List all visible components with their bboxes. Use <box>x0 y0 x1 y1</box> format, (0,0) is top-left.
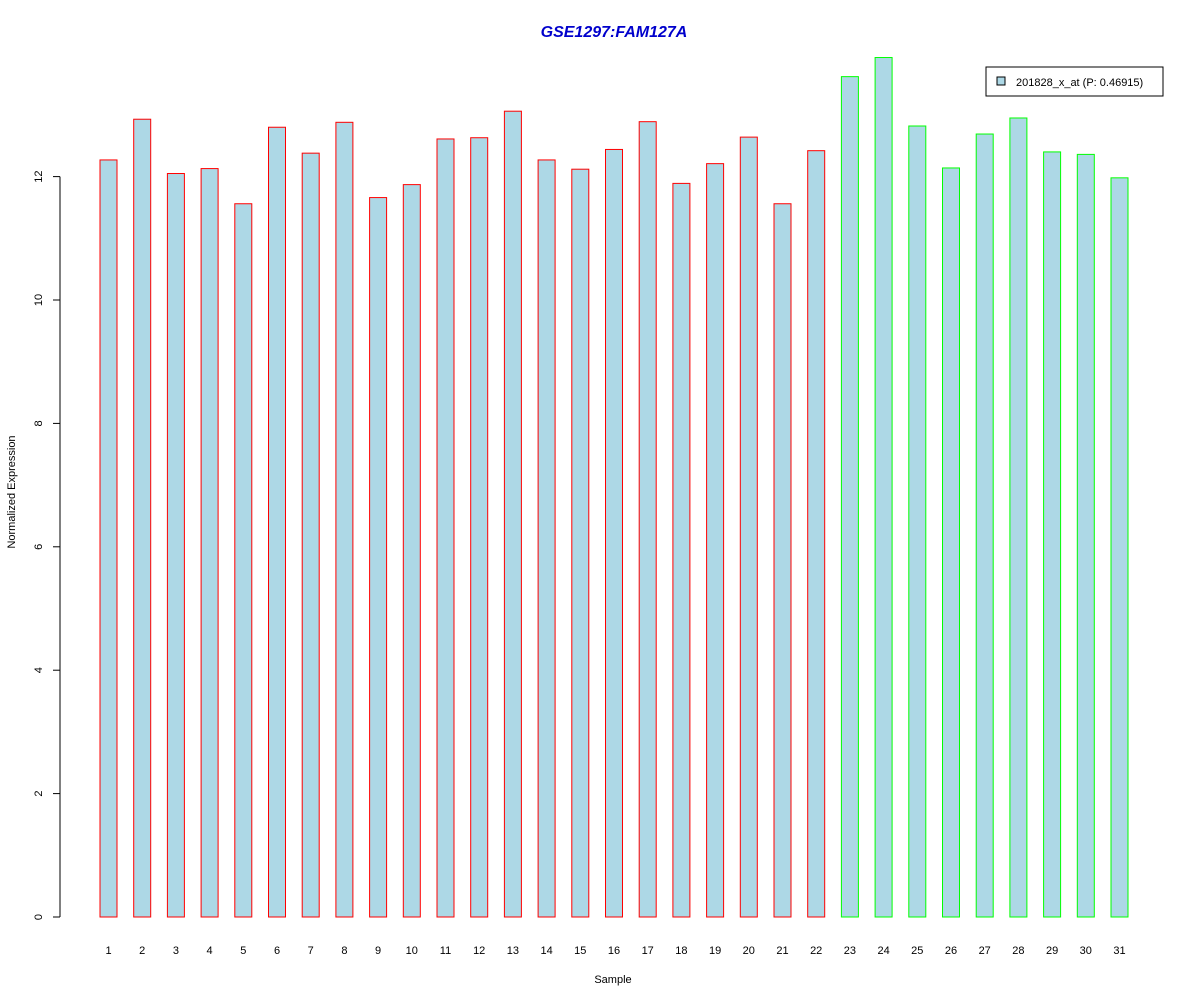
x-tick-label: 19 <box>709 945 721 957</box>
y-tick-label: 0 <box>33 914 45 920</box>
x-tick-label: 28 <box>1012 945 1024 957</box>
x-tick-label: 25 <box>911 945 923 957</box>
x-tick-label: 10 <box>406 945 418 957</box>
y-axis-label: Normalized Expression <box>6 435 18 548</box>
legend: 201828_x_at (P: 0.46915) <box>985 66 1164 97</box>
bar-sample-24 <box>874 57 893 918</box>
x-tick-label: 13 <box>507 945 519 957</box>
x-tick-label: 23 <box>844 945 856 957</box>
bar-sample-26 <box>942 167 960 918</box>
x-tick-label: 3 <box>173 945 179 957</box>
x-tick-label: 1 <box>105 945 111 957</box>
bar-sample-19 <box>706 163 725 918</box>
bar-sample-11 <box>436 138 455 918</box>
bar-sample-29 <box>1043 151 1062 918</box>
bar-sample-1 <box>99 159 118 918</box>
x-tick-label: 22 <box>810 945 822 957</box>
bar-sample-7 <box>301 152 320 918</box>
bar-sample-8 <box>335 121 354 918</box>
x-tick-label: 21 <box>776 945 788 957</box>
bar-sample-30 <box>1076 153 1095 918</box>
x-tick-label: 18 <box>675 945 687 957</box>
legend-swatch <box>996 76 1006 86</box>
x-tick-label: 7 <box>308 945 314 957</box>
y-tick-label: 10 <box>33 294 45 306</box>
y-axis: 0 2 4 6 8 10 12 <box>33 170 61 920</box>
x-tick-label: 20 <box>743 945 755 957</box>
bar-sample-3 <box>166 173 185 918</box>
y-tick-label: 8 <box>33 420 45 426</box>
legend-box <box>985 66 1164 97</box>
bar-sample-31 <box>1110 177 1129 918</box>
x-tick-label: 30 <box>1080 945 1092 957</box>
bar-sample-4 <box>200 168 219 918</box>
x-tick-label: 6 <box>274 945 280 957</box>
chart-title: GSE1297:FAM127A <box>541 24 688 41</box>
bar-sample-27 <box>975 133 994 918</box>
x-tick-labels: 1 2 3 4 5 6 7 8 9 10 11 12 13 14 15 16 17 18 19 20 21 22 23 24 2… <box>105 945 1125 957</box>
bar-sample-13 <box>503 110 522 918</box>
bar-sample-22 <box>807 150 826 918</box>
x-tick-label: 16 <box>608 945 620 957</box>
bar-sample-20 <box>739 136 758 918</box>
x-tick-label: 26 <box>945 945 957 957</box>
x-tick-label: 4 <box>207 945 213 957</box>
x-tick-label: 17 <box>642 945 654 957</box>
bar-sample-2 <box>133 118 152 918</box>
y-tick-label: 4 <box>33 667 45 673</box>
bar-sample-15 <box>571 168 590 918</box>
x-tick-label: 14 <box>540 945 552 957</box>
x-tick-label: 8 <box>341 945 347 957</box>
bar-sample-16 <box>605 148 623 918</box>
x-tick-label: 5 <box>240 945 246 957</box>
bar-sample-25 <box>908 125 927 918</box>
x-tick-label: 24 <box>877 945 889 957</box>
bars-group <box>99 57 1129 918</box>
bar-sample-10 <box>402 184 421 918</box>
bar-sample-9 <box>369 197 388 918</box>
x-tick-label: 15 <box>574 945 586 957</box>
x-tick-label: 9 <box>375 945 381 957</box>
bar-sample-28 <box>1009 117 1028 918</box>
bar-sample-18 <box>672 182 691 918</box>
x-tick-label: 29 <box>1046 945 1058 957</box>
bar-sample-14 <box>537 159 556 918</box>
bar-sample-12 <box>470 137 489 918</box>
x-tick-label: 11 <box>440 945 451 957</box>
x-tick-label: 27 <box>979 945 991 957</box>
legend-label: 201828_x_at (P: 0.46915) <box>1016 77 1143 89</box>
x-tick-label: 31 <box>1113 945 1125 957</box>
y-tick-label: 2 <box>33 791 45 797</box>
y-tick-label: 6 <box>33 544 45 550</box>
bar-sample-17 <box>638 121 657 918</box>
y-tick-label: 12 <box>33 170 45 182</box>
bar-sample-6 <box>268 126 286 918</box>
bar-sample-21 <box>773 203 792 918</box>
x-axis-label: Sample <box>594 974 631 986</box>
bar-sample-23 <box>840 76 859 918</box>
x-tick-label: 2 <box>139 945 145 957</box>
x-tick-label: 12 <box>473 945 485 957</box>
bar-sample-5 <box>234 203 253 918</box>
